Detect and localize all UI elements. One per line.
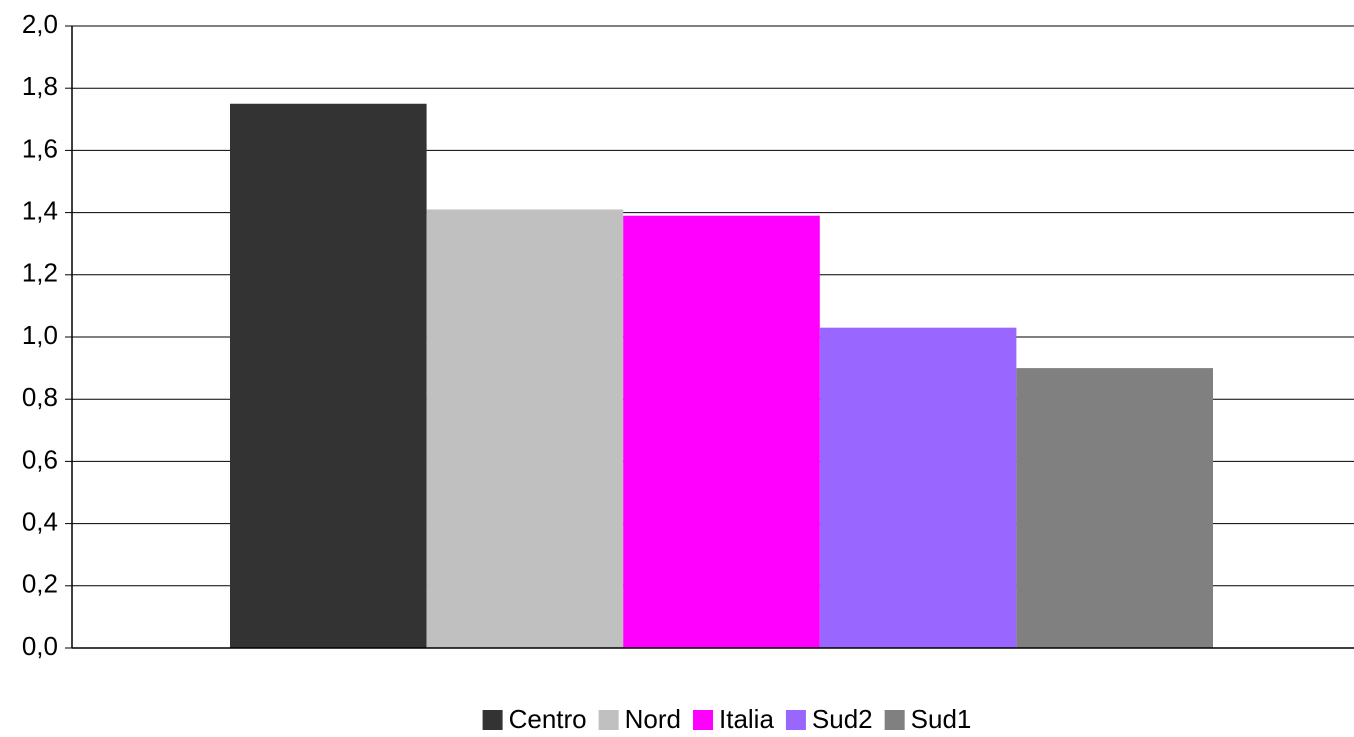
legend-label: Sud1 [911,704,972,734]
y-tick-label: 1,8 [22,71,58,101]
y-tick-label: 1,2 [22,258,58,288]
legend-label: Italia [719,704,774,734]
y-tick-label: 0,8 [22,382,58,412]
legend-swatch [693,710,714,730]
y-tick-label: 0,4 [22,506,58,536]
legend-swatch [785,710,806,730]
y-tick-label: 0,2 [22,569,58,599]
y-tick-label: 1,0 [22,320,58,350]
y-tick-label: 0,0 [22,631,58,661]
legend-label: Nord [625,704,681,734]
bar [230,103,427,648]
y-tick-label: 0,6 [22,444,58,474]
bar [426,209,624,649]
legend-swatch [598,710,619,730]
legend-label: Sud2 [812,704,873,734]
y-tick-label: 2,0 [22,9,58,39]
y-tick-label: 1,4 [22,195,58,225]
legend-swatch [884,710,905,730]
y-tick-label: 1,6 [22,133,58,163]
bar [819,327,1017,648]
legend-swatch [482,710,503,730]
bar [1016,368,1213,648]
legend-label: Centro [509,704,587,734]
bar [623,215,820,648]
